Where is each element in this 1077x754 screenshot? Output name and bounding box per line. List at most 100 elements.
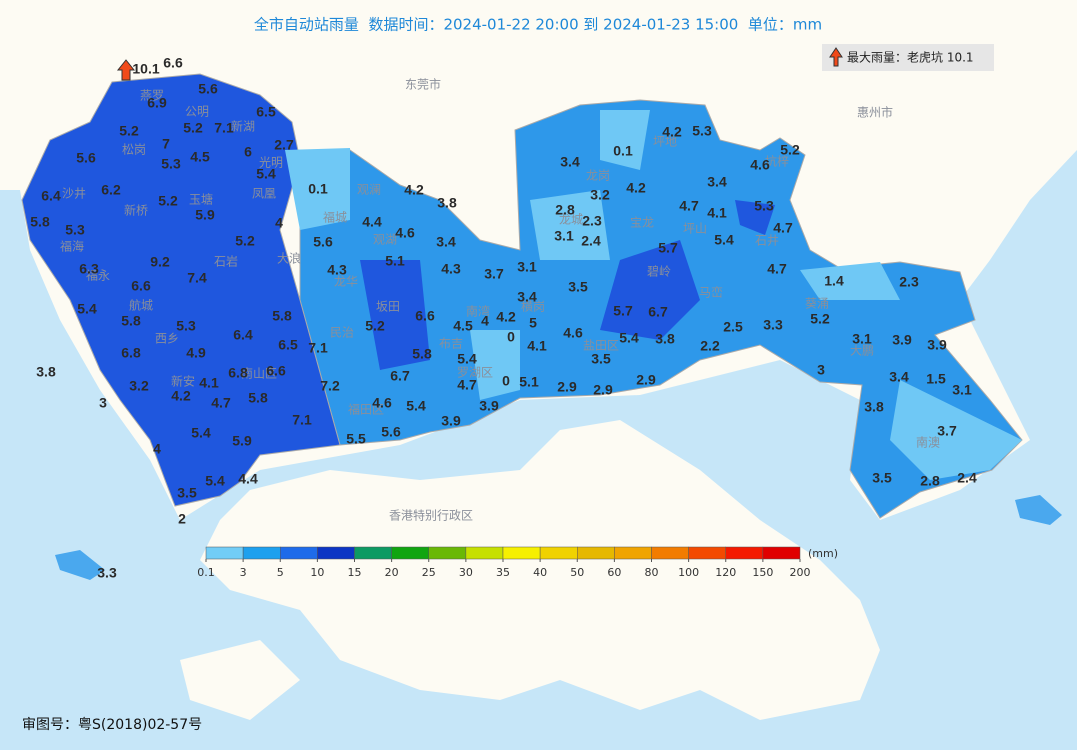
station-value: 6.8 — [121, 345, 141, 361]
station-value: 3.7 — [937, 423, 957, 439]
legend-tick-label: 40 — [533, 566, 547, 579]
station-value: 2.3 — [899, 274, 919, 290]
station-value: 5.4 — [406, 398, 426, 414]
station-value: 3.9 — [479, 398, 499, 414]
legend-swatch — [539, 546, 578, 560]
station-value: 3.4 — [889, 369, 909, 385]
station-value: 6.3 — [79, 261, 99, 277]
legend-tick-label: 120 — [715, 566, 736, 579]
place-label: 新桥 — [124, 203, 148, 218]
station-value: 2.7 — [274, 137, 294, 153]
station-value: 4.7 — [457, 377, 477, 393]
station-value: 4.3 — [327, 262, 347, 278]
max-station-icon — [116, 59, 136, 81]
place-label: 石岩 — [214, 254, 238, 269]
place-label: 观湖 — [373, 232, 397, 247]
station-value: 2.9 — [593, 382, 613, 398]
station-value: 3.1 — [952, 382, 972, 398]
legend-swatch — [614, 546, 652, 560]
station-value: 4.6 — [563, 325, 583, 341]
station-value: 6.5 — [256, 104, 276, 120]
legend-tick-label: 150 — [752, 566, 773, 579]
station-value: 5.3 — [176, 318, 196, 334]
station-value: 0.1 — [613, 143, 633, 159]
station-value: 3.8 — [864, 399, 884, 415]
station-value: 10.1 — [132, 61, 159, 77]
station-value: 5.8 — [121, 313, 141, 329]
station-value: 4.4 — [362, 214, 382, 230]
place-label: 东莞市 — [405, 77, 441, 92]
station-value: 5.8 — [412, 346, 432, 362]
station-value: 7 — [162, 136, 170, 152]
footer: 审图号：粤S(2018)02-57号 — [22, 717, 202, 733]
station-value: 6.4 — [41, 188, 61, 204]
station-value: 5.4 — [191, 425, 211, 441]
station-value: 5.9 — [232, 433, 252, 449]
place-label: 布吉 — [439, 337, 463, 351]
legend-swatch — [651, 546, 689, 560]
station-value: 7.1 — [292, 412, 312, 428]
legend-tick-label: 50 — [570, 566, 584, 579]
station-value: 5.6 — [76, 150, 96, 166]
place-label: 龙华 — [334, 275, 358, 289]
station-value: 2.4 — [581, 233, 601, 249]
place-label: 大浪 — [277, 251, 301, 266]
place-label: 福城 — [323, 210, 347, 225]
station-value: 6.6 — [131, 278, 151, 294]
place-label: 西乡 — [155, 332, 179, 346]
legend-swatch — [205, 546, 244, 560]
place-label: 葵涌 — [805, 297, 829, 311]
station-value: 6.4 — [233, 327, 253, 343]
station-value: 6 — [244, 144, 252, 160]
hk-island — [180, 640, 300, 720]
legend-tick-label: 0.1 — [197, 566, 215, 579]
station-value: 3.4 — [517, 289, 537, 305]
legend-tick-label: 35 — [496, 566, 510, 579]
station-value: 5.2 — [183, 120, 203, 136]
station-value: 4.9 — [186, 345, 206, 361]
station-value: 4.6 — [372, 395, 392, 411]
station-value: 3.4 — [436, 234, 456, 250]
legend-swatch — [688, 546, 726, 560]
place-label: 石井 — [755, 234, 779, 248]
sz-west — [21, 73, 341, 507]
place-label: 公明 — [185, 105, 209, 119]
station-value: 6.2 — [101, 182, 121, 198]
station-value: 4.2 — [662, 124, 682, 140]
place-label: 松岗 — [122, 143, 146, 157]
station-value: 4 — [275, 215, 283, 231]
legend-swatch — [762, 546, 801, 560]
station-value: 2 — [178, 511, 186, 527]
legend-tick-label: 80 — [645, 566, 659, 579]
station-value: 4.1 — [199, 375, 219, 391]
legend-swatch — [502, 546, 541, 560]
station-value: 3.4 — [560, 154, 580, 170]
legend-tick-label: 5 — [277, 566, 284, 579]
legend-tick-label: 60 — [607, 566, 621, 579]
light-patch — [285, 110, 1022, 480]
station-value: 5 — [529, 315, 537, 331]
place-label: 光明 — [259, 156, 283, 170]
station-value: 0.1 — [308, 181, 328, 197]
station-value: 9.2 — [150, 254, 170, 270]
station-value: 3.7 — [484, 266, 504, 282]
legend-swatch — [317, 546, 355, 560]
station-value: 3.2 — [129, 378, 149, 394]
station-value: 1.4 — [824, 273, 844, 289]
legend-swatch — [242, 546, 281, 560]
station-value: 5.8 — [30, 214, 50, 230]
station-value: 5.4 — [619, 330, 639, 346]
place-label: 碧岭 — [647, 265, 671, 279]
station-value: 3.1 — [852, 331, 872, 347]
place-label: 坪山 — [683, 222, 707, 236]
place-label: 宝龙 — [630, 216, 654, 230]
place-label: 坂田 — [376, 300, 400, 314]
station-value: 3.8 — [655, 331, 675, 347]
place-label: 新湖 — [231, 119, 255, 134]
hk-land — [200, 420, 880, 720]
station-value: 5.3 — [692, 123, 712, 139]
station-value: 6.6 — [415, 308, 435, 324]
place-label: 龙城 — [559, 213, 583, 227]
legend-swatch — [354, 546, 392, 560]
station-value: 2.9 — [636, 372, 656, 388]
